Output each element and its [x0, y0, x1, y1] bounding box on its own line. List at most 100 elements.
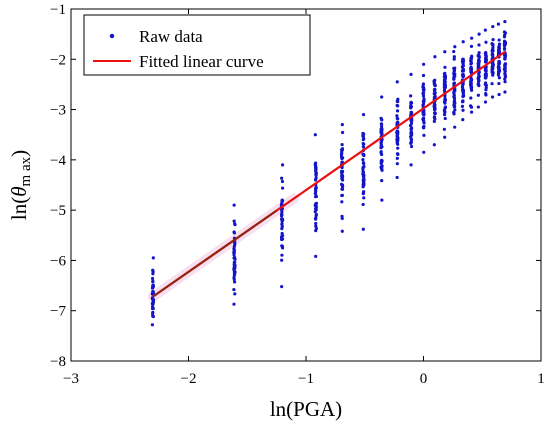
raw-data-point	[469, 86, 473, 90]
raw-data-point	[340, 193, 344, 198]
raw-data-point	[491, 25, 495, 29]
raw-data-point	[421, 73, 426, 78]
raw-data-points	[150, 19, 508, 327]
raw-data-point	[395, 114, 399, 118]
raw-data-point	[422, 120, 426, 125]
raw-data-point	[443, 85, 447, 90]
y-tick-label: −2	[50, 52, 66, 68]
raw-data-point	[497, 68, 501, 72]
raw-data-point	[453, 45, 457, 49]
raw-data-point	[443, 65, 447, 69]
raw-data-point	[340, 214, 344, 219]
raw-data-point	[396, 97, 400, 101]
fitted-line-lower-segment	[152, 209, 278, 298]
raw-data-point	[232, 203, 236, 207]
y-tick-label: −3	[50, 103, 66, 119]
raw-data-point	[232, 267, 236, 271]
raw-data-point	[280, 258, 284, 262]
raw-data-point	[395, 175, 399, 180]
raw-data-point	[483, 81, 488, 85]
raw-data-point	[395, 103, 399, 108]
legend: Raw data Fitted linear curve	[83, 14, 311, 76]
raw-data-point	[421, 85, 425, 89]
raw-data-point	[314, 168, 318, 172]
raw-data-point	[395, 121, 399, 125]
raw-data-point	[433, 111, 437, 115]
raw-data-point	[461, 94, 465, 98]
raw-data-point	[314, 173, 318, 177]
raw-data-point	[313, 191, 318, 196]
raw-data-point	[483, 28, 487, 32]
legend-label-raw-data: Raw data	[139, 27, 203, 46]
raw-data-point	[443, 71, 447, 75]
raw-data-point	[503, 77, 507, 81]
y-tick-label: −4	[50, 153, 66, 169]
raw-data-point	[340, 130, 345, 135]
raw-data-point	[379, 140, 383, 144]
raw-data-point	[453, 66, 457, 70]
raw-data-point	[380, 198, 384, 202]
raw-data-point	[361, 170, 366, 175]
raw-data-point	[379, 116, 383, 120]
raw-data-point	[490, 64, 495, 68]
raw-data-point	[362, 182, 366, 186]
raw-data-point	[503, 90, 507, 94]
raw-data-point	[151, 314, 155, 318]
raw-data-point	[150, 323, 155, 327]
raw-data-point	[452, 110, 456, 115]
raw-data-point	[409, 101, 414, 105]
raw-data-point	[313, 203, 317, 207]
raw-data-point	[379, 131, 383, 135]
raw-data-point	[497, 38, 501, 42]
raw-data-point	[361, 131, 365, 136]
raw-data-point	[461, 88, 465, 93]
raw-data-point	[453, 125, 457, 129]
raw-data-point	[432, 143, 436, 147]
y-axis-label-theta: θ	[7, 186, 31, 196]
raw-data-point	[452, 55, 456, 59]
raw-data-point	[362, 142, 366, 146]
raw-data-point	[443, 110, 447, 114]
raw-data-point	[395, 129, 399, 133]
raw-data-point	[280, 199, 285, 203]
raw-data-point	[496, 22, 501, 26]
raw-data-point	[496, 73, 501, 77]
raw-data-point	[502, 34, 507, 38]
raw-data-point	[503, 74, 507, 78]
raw-data-point	[151, 279, 155, 284]
raw-data-point	[432, 88, 437, 92]
raw-data-point	[339, 169, 344, 173]
raw-data-point	[362, 162, 366, 166]
raw-data-point	[477, 51, 481, 55]
raw-data-point	[468, 82, 473, 86]
raw-data-point	[422, 150, 426, 154]
raw-data-point	[461, 40, 465, 44]
raw-data-point	[442, 127, 446, 131]
raw-data-point	[484, 50, 488, 55]
raw-data-point	[340, 160, 344, 164]
raw-data-point	[503, 68, 507, 72]
raw-data-point	[470, 36, 474, 40]
raw-data-point	[340, 142, 344, 147]
raw-data-point	[362, 179, 366, 183]
x-tick-label: −3	[63, 371, 79, 387]
raw-data-point	[422, 126, 426, 130]
raw-data-point	[452, 70, 456, 75]
raw-data-point	[340, 173, 344, 177]
raw-data-point	[491, 52, 495, 56]
raw-data-point	[497, 44, 501, 48]
raw-data-point	[433, 91, 437, 95]
raw-data-point	[395, 80, 399, 84]
y-axis-ticks: −8 −7 −6 −5 −4 −3 −2 −1	[50, 2, 541, 370]
raw-data-point	[497, 61, 502, 66]
raw-data-point	[280, 186, 285, 190]
raw-data-point	[380, 178, 384, 183]
raw-data-point	[379, 122, 384, 126]
raw-data-point	[379, 146, 383, 150]
x-tick-label: −2	[181, 371, 197, 387]
raw-data-point	[340, 148, 344, 152]
raw-data-point	[361, 138, 365, 142]
raw-data-point	[503, 80, 507, 84]
raw-data-point	[151, 272, 155, 276]
raw-data-point	[233, 280, 237, 284]
